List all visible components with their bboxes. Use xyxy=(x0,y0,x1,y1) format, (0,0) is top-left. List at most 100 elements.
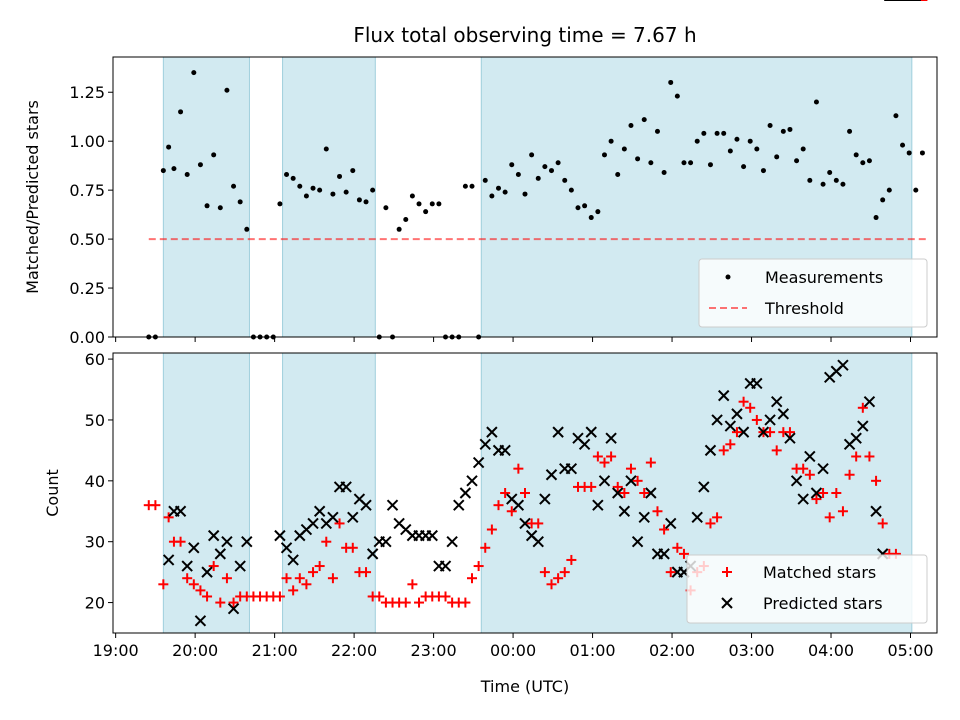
matched-star-point xyxy=(553,573,564,584)
measurement-point xyxy=(787,126,793,132)
predicted-star-point-b xyxy=(605,432,617,444)
measurement-point xyxy=(635,156,641,162)
predicted-star-point xyxy=(181,560,193,572)
predicted-star-point xyxy=(698,481,710,493)
predicted-star-point xyxy=(340,481,352,493)
measurement-point xyxy=(747,138,753,144)
measurement-point xyxy=(409,193,415,199)
bottom-y-tick-label: 60 xyxy=(85,350,105,369)
measurement-point xyxy=(303,193,309,199)
matched-star-point xyxy=(804,469,815,480)
x-tick-label: 19:00 xyxy=(93,641,139,660)
predicted-star-point-b xyxy=(214,548,227,560)
bottom-y-tick-label: 30 xyxy=(85,533,105,552)
matched-star-point xyxy=(347,542,358,553)
predicted-star-point xyxy=(691,511,703,524)
predicted-star-point xyxy=(625,475,637,487)
measurement-point xyxy=(661,170,667,176)
measurement-point xyxy=(615,171,621,177)
predicted-star-point-b xyxy=(857,420,869,432)
matched-star-point xyxy=(751,414,762,425)
top-measurement-points xyxy=(146,70,925,340)
predicted-star-point-b xyxy=(459,487,472,499)
measurement-point xyxy=(337,173,343,179)
predicted-star-point xyxy=(777,408,790,420)
x-tick-label: 04:00 xyxy=(808,641,854,660)
measurement-point xyxy=(323,146,329,152)
predicted-star-point xyxy=(307,517,319,530)
predicted-star-point-b xyxy=(698,481,710,493)
measurement-point xyxy=(694,138,700,144)
predicted-star-point xyxy=(499,444,511,457)
predicted-star-point-b xyxy=(472,456,485,469)
matched-star-point xyxy=(400,597,411,608)
bottom-x-ticks: 19:00 20:00 21:00 22:00 23:00 00:00 01:00 02:00… xyxy=(93,633,934,660)
measurement-point xyxy=(681,160,687,166)
predicted-star-point xyxy=(552,426,564,438)
measurement-point xyxy=(906,150,912,156)
legend-threshold-label: Threshold xyxy=(764,299,844,318)
measurement-point xyxy=(893,113,899,119)
predicted-star-point xyxy=(718,389,730,402)
predicted-star-point-b xyxy=(512,499,525,511)
matched-star-point xyxy=(824,512,835,523)
predicted-star-point xyxy=(472,456,485,469)
shaded-interval-1 xyxy=(162,56,250,338)
measurement-point xyxy=(204,203,210,209)
x-tick-label: 21:00 xyxy=(252,641,298,660)
predicted-star-point xyxy=(770,395,783,408)
predicted-star-point xyxy=(274,529,286,542)
predicted-star-point xyxy=(386,499,399,511)
predicted-star-point-b xyxy=(704,444,717,457)
top-x-ticks xyxy=(115,337,912,342)
predicted-star-point xyxy=(578,438,591,451)
predicted-star-point xyxy=(612,487,624,499)
measurement-point xyxy=(741,164,747,170)
predicted-star-point xyxy=(797,493,809,505)
measurement-point xyxy=(522,191,528,197)
predicted-star-point-b xyxy=(578,438,591,451)
matched-star-point xyxy=(844,469,855,480)
measurement-point xyxy=(310,185,316,191)
measurement-point xyxy=(674,93,680,99)
measurement-point xyxy=(383,205,389,211)
measurement-point xyxy=(721,130,727,136)
predicted-star-point xyxy=(459,487,472,499)
measurement-point xyxy=(880,197,886,203)
measurement-point xyxy=(330,191,336,197)
measurement-point xyxy=(608,138,614,144)
measurement-point xyxy=(913,187,919,193)
predicted-star-point xyxy=(519,517,531,530)
predicted-star-point xyxy=(658,548,670,560)
predicted-star-point xyxy=(174,505,187,517)
predicted-star-point-b xyxy=(227,602,240,615)
measurement-point xyxy=(588,215,594,221)
predicted-star-point-b xyxy=(453,499,465,511)
matched-star-point xyxy=(327,573,338,584)
measurement-point xyxy=(166,144,172,150)
matched-star-point xyxy=(625,463,636,474)
bottom-axes-frame xyxy=(112,352,938,634)
matched-star-point xyxy=(361,567,372,578)
matched-star-point xyxy=(228,597,239,608)
predicted-star-point-b xyxy=(519,517,531,530)
predicted-star-point xyxy=(486,426,498,438)
predicted-star-point xyxy=(466,475,478,487)
measurement-point xyxy=(853,152,859,158)
measurement-point xyxy=(820,181,826,187)
bottom-legend: Matched stars Predicted stars xyxy=(686,554,928,624)
matched-star-point xyxy=(407,579,418,590)
matched-star-point xyxy=(414,597,425,608)
predicted-star-point xyxy=(638,511,650,524)
predicted-star-point xyxy=(426,529,438,542)
measurement-point xyxy=(515,171,521,177)
predicted-star-point xyxy=(366,548,379,560)
measurement-point xyxy=(688,160,694,166)
matched-star-point xyxy=(612,481,623,492)
matched-star-point xyxy=(665,567,676,578)
predicted-star-point-b xyxy=(234,560,246,572)
measurement-point xyxy=(555,160,561,166)
predicted-star-point xyxy=(598,475,611,487)
measurement-point xyxy=(727,148,733,154)
